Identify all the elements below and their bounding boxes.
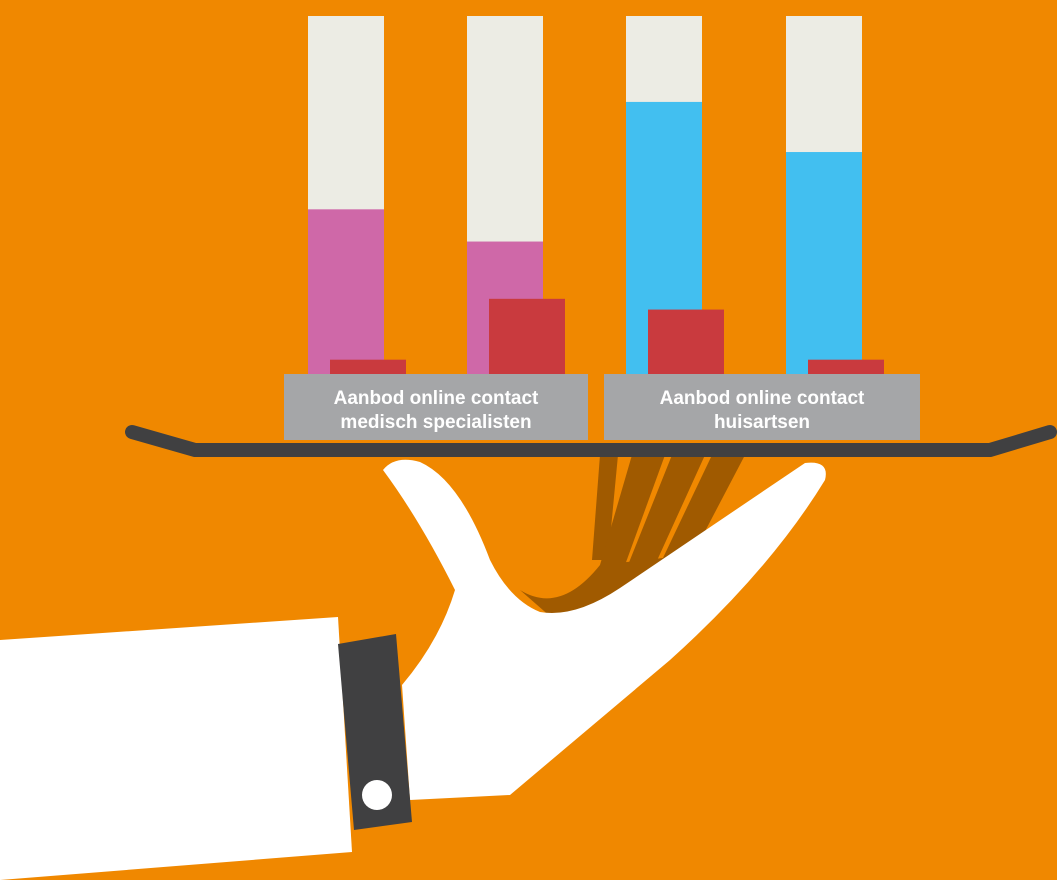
serving-tray bbox=[125, 425, 1057, 457]
finger-2 bbox=[600, 455, 665, 565]
label-huisartsen-line2: huisartsen bbox=[714, 412, 810, 433]
finger-1 bbox=[592, 455, 618, 560]
cuff-button bbox=[362, 780, 392, 810]
bar-inner-0-0 bbox=[330, 359, 406, 374]
label-specialisten-line2: medisch specialisten bbox=[340, 412, 531, 433]
finger-4 bbox=[662, 455, 745, 560]
label-box-huisartsen bbox=[604, 374, 920, 440]
sleeve bbox=[0, 617, 352, 880]
label-specialisten-line1: Aanbod online contact bbox=[334, 388, 539, 409]
bar-inner-0-1 bbox=[489, 298, 565, 374]
label-box-specialisten bbox=[284, 374, 588, 440]
bar-fill-1-1 bbox=[786, 152, 862, 374]
label-huisartsen-line1: Aanbod online contact bbox=[660, 388, 865, 409]
bar-inner-1-1 bbox=[808, 359, 884, 374]
hand-shape bbox=[383, 459, 826, 800]
finger-3 bbox=[628, 455, 705, 565]
sleeve-cuff bbox=[338, 634, 412, 830]
bar-inner-1-0 bbox=[648, 309, 724, 374]
bars-layer bbox=[308, 16, 884, 375]
bar-fill-0-0 bbox=[308, 209, 384, 374]
category-labels: Aanbod online contact medisch specialist… bbox=[284, 374, 920, 440]
